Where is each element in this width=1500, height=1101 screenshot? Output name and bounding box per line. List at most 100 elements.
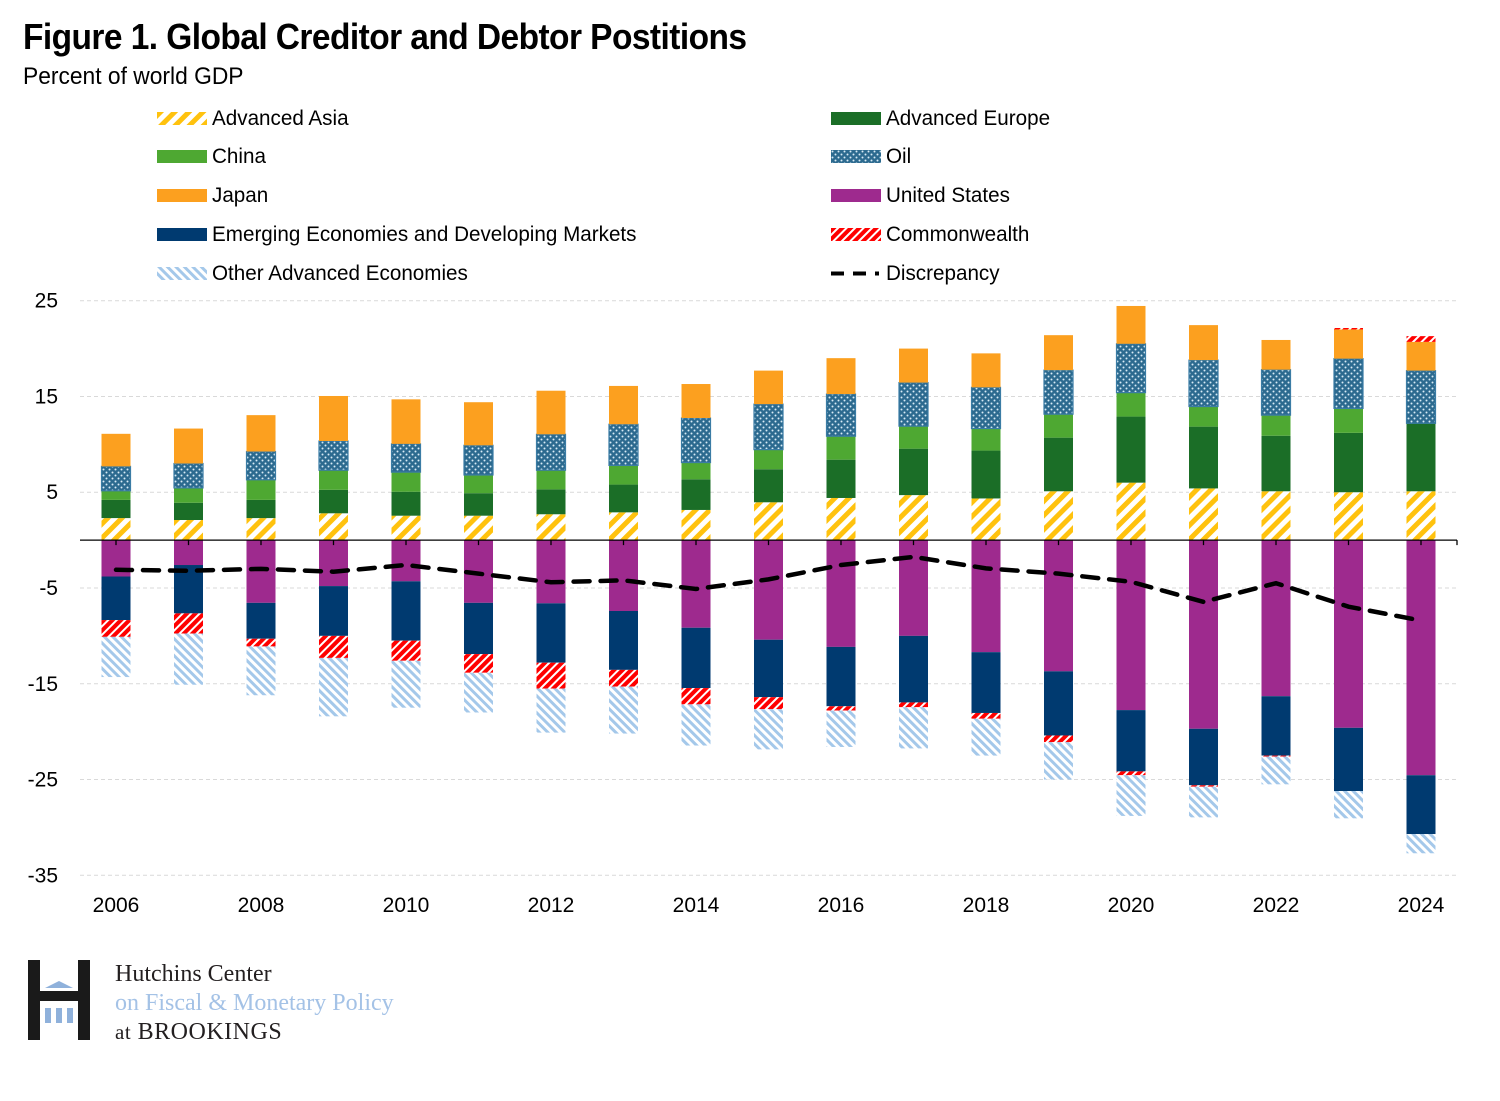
bar-japan-2009 — [319, 395, 348, 441]
bar-other-advanced-2019 — [1044, 742, 1073, 780]
bar-united-states-2008 — [246, 540, 276, 603]
bar-other-advanced-2010 — [391, 660, 421, 708]
bar-japan-2018 — [971, 353, 1001, 388]
bar-china-2015 — [754, 449, 783, 470]
bar-united-states-2010 — [391, 540, 421, 582]
bar-other-advanced-2023 — [1334, 791, 1363, 819]
y-tick-label: 25 — [35, 290, 58, 313]
bar-advanced-asia-2019 — [1044, 491, 1073, 541]
bar-advanced-europe-2020 — [1116, 416, 1146, 483]
bar-commonwealth-2020 — [1116, 771, 1146, 776]
bar-commonwealth-2010 — [391, 640, 421, 661]
bar-united-states-2016 — [826, 540, 856, 647]
legend-swatch-emde — [157, 227, 207, 241]
x-tick-label: 2006 — [93, 894, 140, 917]
bar-china-2019 — [1044, 414, 1073, 438]
bar-other-advanced-2007 — [174, 633, 203, 685]
legend-item-emde: Emerging Economies and Developing Market… — [157, 222, 654, 246]
bar-united-states-2014 — [681, 540, 711, 628]
bar-commonwealth-2015 — [754, 697, 783, 710]
bar-advanced-europe-2010 — [391, 491, 421, 516]
bar-china-2021 — [1189, 406, 1218, 427]
legend-label: United States — [886, 183, 1010, 208]
bar-advanced-europe-2013 — [609, 484, 638, 513]
bar-stack-2011 — [463, 402, 494, 713]
bar-oil-2018 — [970, 386, 1002, 430]
y-tick-label: -35 — [28, 864, 58, 887]
bar-emde-2012 — [536, 603, 566, 663]
x-axis: 2006 2008 2010 2012 2014 2016 2018 2020 2022 2024 — [80, 539, 1458, 917]
bar-china-2012 — [536, 470, 566, 490]
bar-china-2008 — [246, 479, 276, 500]
legend-item-china: China — [157, 144, 268, 169]
discrepancy-line-layer — [113, 554, 1424, 623]
bar-stack-2006 — [100, 433, 132, 678]
bar-china-2022 — [1261, 415, 1291, 436]
bar-advanced-europe-2006 — [101, 499, 131, 519]
bar-japan-2010 — [391, 399, 421, 444]
bar-oil-2007 — [173, 462, 204, 489]
logo-line-1: Hutchins Center — [115, 961, 272, 987]
bar-emde-2010 — [391, 581, 421, 641]
legend-swatch-commonwealth — [831, 227, 881, 241]
bar-advanced-europe-2012 — [536, 489, 566, 515]
bar-other-advanced-2014 — [681, 704, 711, 746]
y-tick-label: 5 — [46, 481, 58, 504]
legend-swatch-china — [157, 150, 207, 164]
bar-oil-2014 — [680, 417, 712, 464]
x-tick-label: 2010 — [383, 894, 430, 917]
bar-japan-2017 — [899, 348, 928, 383]
bar-japan-2024 — [1406, 341, 1436, 371]
bar-advanced-asia-2008 — [246, 518, 276, 541]
bar-other-advanced-2024 — [1406, 834, 1436, 854]
bar-united-states-2019 — [1044, 540, 1073, 672]
bar-advanced-asia-2013 — [609, 512, 638, 541]
bar-stack-2009 — [318, 395, 349, 717]
bar-china-2009 — [319, 470, 348, 490]
bar-china-2007 — [174, 487, 203, 503]
bar-advanced-asia-2020 — [1116, 482, 1146, 541]
bar-oil-2008 — [245, 450, 277, 481]
bar-stack-2023 — [1333, 327, 1364, 819]
bar-united-states-2013 — [609, 540, 638, 611]
bar-china-2016 — [826, 436, 856, 460]
logo-line-3: at BROOKINGS — [115, 1018, 394, 1047]
legend-item-united-states: United States — [831, 183, 1015, 208]
legend-item-commonwealth: Commonwealth — [831, 222, 1035, 246]
bar-united-states-2018 — [971, 540, 1001, 653]
x-tick-label: 2016 — [818, 894, 865, 917]
x-tick-label: 2012 — [528, 894, 575, 917]
x-tick-label: 2024 — [1398, 894, 1445, 917]
bar-china-2011 — [464, 474, 493, 494]
bar-oil-2019 — [1043, 369, 1074, 415]
bar-advanced-europe-2017 — [899, 448, 928, 496]
y-tick-label: -15 — [28, 673, 58, 696]
bar-advanced-asia-2024 — [1406, 491, 1436, 541]
bar-stack-2015 — [753, 370, 784, 750]
bar-stack-2007 — [173, 428, 204, 685]
bar-advanced-europe-2007 — [174, 502, 203, 521]
bar-china-2018 — [971, 428, 1001, 451]
bar-china-2013 — [609, 465, 638, 485]
legend-label: Other Advanced Economies — [212, 260, 468, 285]
discrepancy-line — [113, 554, 1424, 623]
bar-united-states-2023 — [1334, 540, 1363, 728]
legend-swatch-discrepancy — [831, 271, 879, 276]
bar-emde-2015 — [754, 639, 783, 698]
bar-japan-2006 — [101, 433, 131, 467]
bar-commonwealth-2017 — [899, 702, 928, 708]
bar-advanced-asia-2014 — [681, 509, 711, 541]
bar-commonwealth-2014 — [681, 688, 711, 705]
bar-advanced-europe-2018 — [971, 450, 1001, 499]
bar-other-advanced-2013 — [609, 686, 638, 734]
bar-emde-2021 — [1189, 728, 1218, 786]
bar-oil-2024 — [1405, 370, 1437, 424]
y-axis: 25 15 5 -5 -15 -25 -35 — [28, 290, 58, 888]
bar-oil-2012 — [535, 433, 567, 471]
bar-united-states-2022 — [1261, 540, 1291, 697]
bar-emde-2006 — [101, 576, 131, 621]
bar-oil-2021 — [1188, 359, 1219, 408]
legend-label: Advanced Asia — [212, 105, 349, 130]
bar-advanced-asia-2009 — [319, 513, 348, 541]
bar-commonwealth-2012 — [536, 662, 566, 689]
